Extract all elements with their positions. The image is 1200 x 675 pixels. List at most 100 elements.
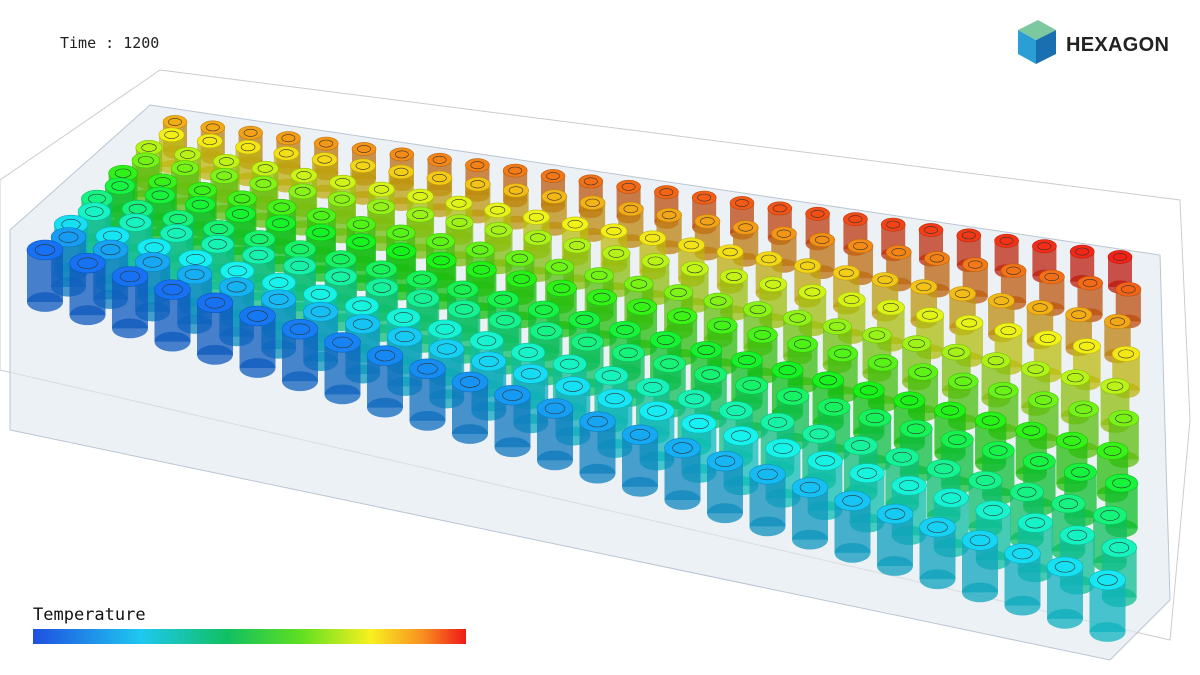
cell-top — [617, 201, 644, 217]
cell-top — [1068, 400, 1099, 418]
cell-terminal — [1037, 242, 1052, 251]
cell-terminal — [459, 376, 481, 388]
cell-terminal — [194, 185, 211, 195]
cell-top — [1104, 314, 1132, 330]
cell-terminal — [310, 306, 331, 318]
cell-terminal — [1109, 542, 1130, 554]
cell-bottom — [707, 503, 743, 524]
cell-terminal — [394, 331, 415, 343]
cell-top — [366, 198, 396, 215]
cell-bottom — [877, 556, 913, 576]
cell-top — [111, 266, 149, 287]
cell-top — [694, 214, 721, 229]
cell-terminal — [372, 264, 391, 275]
cell-top — [1101, 537, 1137, 558]
cell-terminal — [319, 139, 334, 148]
cell-top — [1059, 525, 1095, 546]
cell-terminal — [352, 300, 372, 312]
cell-terminal — [204, 297, 226, 309]
cell-terminal — [357, 145, 371, 153]
cell-terminal — [294, 186, 311, 196]
cell-terminal — [961, 318, 978, 328]
cell-terminal — [1017, 486, 1037, 498]
cell-terminal — [981, 415, 1000, 426]
cell-top — [968, 470, 1003, 491]
cell-terminal — [834, 348, 852, 359]
cell-top — [1000, 263, 1027, 278]
cell-top — [600, 223, 628, 239]
cell-terminal — [451, 217, 468, 227]
cell-terminal — [454, 304, 474, 315]
cell-terminal — [1022, 425, 1041, 436]
cell-terminal — [643, 382, 663, 393]
cell-bottom — [69, 305, 106, 326]
cell-top — [837, 291, 866, 308]
cell-top — [367, 181, 395, 197]
cell-terminal — [1054, 561, 1076, 573]
cell-terminal — [226, 281, 247, 293]
cell-top — [677, 237, 705, 253]
cell-terminal — [593, 292, 611, 303]
cell-terminal — [606, 226, 622, 236]
cell-top — [502, 163, 528, 178]
cell-terminal — [645, 233, 661, 243]
cell-terminal — [1058, 498, 1078, 510]
cell-top — [290, 167, 318, 184]
cell-top — [346, 216, 376, 233]
cell-top — [584, 267, 614, 284]
cell-top — [427, 152, 452, 167]
cell-terminal — [726, 272, 742, 281]
cell-terminal — [738, 223, 753, 232]
cell-top — [981, 352, 1011, 369]
cell-terminal — [141, 143, 157, 152]
cell-top — [386, 224, 416, 242]
cell-terminal — [1030, 456, 1049, 467]
cell-top — [447, 300, 481, 319]
cell-terminal — [1067, 529, 1088, 541]
cell-terminal — [851, 440, 871, 451]
cell-top — [759, 276, 788, 293]
cell-top — [981, 441, 1015, 460]
cell-top — [324, 267, 358, 286]
cell-terminal — [968, 260, 983, 269]
cell-terminal — [1071, 310, 1087, 319]
cell-bottom — [664, 490, 701, 510]
cell-top — [523, 229, 553, 246]
cell-top — [465, 241, 495, 259]
cell-terminal — [815, 455, 835, 467]
cell-top — [787, 335, 818, 353]
cell-terminal — [394, 150, 409, 159]
cell-top — [409, 358, 446, 379]
cell-terminal — [989, 445, 1008, 456]
cell-terminal — [114, 168, 132, 178]
cell-bottom — [367, 397, 403, 418]
cell-top — [135, 140, 163, 156]
cell-top — [849, 463, 885, 484]
cell-terminal — [490, 225, 507, 235]
cell-top — [239, 305, 276, 327]
cell-terminal — [432, 173, 447, 183]
cell-terminal — [886, 220, 901, 229]
cell-top — [77, 202, 111, 221]
cell-terminal — [537, 325, 556, 337]
cell-top — [388, 164, 415, 180]
logo-text: HEXAGON — [1066, 34, 1170, 56]
cell-terminal — [553, 283, 571, 294]
cell-terminal — [865, 412, 885, 424]
cell-terminal — [240, 143, 256, 152]
cell-terminal — [126, 217, 145, 228]
cell-terminal — [317, 155, 332, 164]
cell-terminal — [842, 495, 863, 507]
cell-top — [387, 326, 423, 347]
cell-terminal — [994, 385, 1012, 396]
cell-top — [994, 233, 1019, 248]
cell-bottom — [834, 542, 871, 563]
cell-terminal — [508, 186, 524, 195]
cell-top — [273, 146, 300, 161]
cell-top — [225, 205, 256, 223]
cell-top — [910, 279, 938, 295]
cell-terminal — [621, 182, 636, 191]
cell-top — [934, 401, 966, 420]
cell-top — [170, 160, 200, 177]
cell-terminal — [575, 314, 594, 325]
